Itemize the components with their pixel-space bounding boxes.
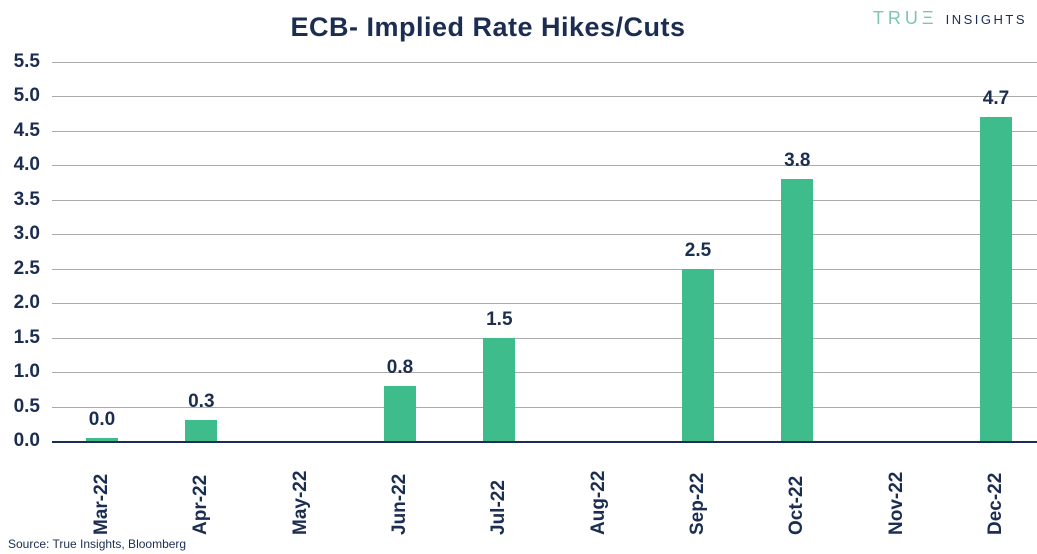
y-axis-tick-label: 4.0	[13, 154, 40, 176]
gridline	[52, 130, 1037, 132]
y-axis-tick-label: 1.0	[13, 361, 40, 383]
gridline	[52, 372, 1037, 374]
bar-value-label: 4.7	[982, 88, 1010, 110]
y-axis-tick-label: 3.0	[13, 223, 40, 245]
x-axis-tick-label: Mar-22	[91, 473, 112, 535]
bar-value-label: 0.3	[188, 391, 215, 413]
x-axis-tick-label: Jul-22	[488, 480, 510, 535]
gridline	[52, 268, 1037, 270]
bar-value-label: 0.8	[386, 356, 414, 378]
plot-area	[52, 62, 1037, 443]
gridline	[52, 199, 1037, 201]
x-axis-tick-label: May-22	[289, 470, 311, 535]
gridline	[52, 406, 1037, 408]
gridline	[52, 165, 1037, 167]
logo-brand-icon: TRUΞ	[872, 8, 938, 28]
bar-value-label: 1.5	[486, 308, 513, 330]
x-axis-tick-label: Nov-22	[885, 471, 907, 535]
bar-value-label: 0.0	[88, 409, 116, 430]
chart-title: ECB- Implied Rate Hikes/Cuts	[290, 12, 686, 42]
y-axis-tick-label: 1.5	[13, 326, 40, 348]
gridline	[52, 234, 1037, 236]
y-axis-tick-label: 4.5	[13, 119, 40, 141]
x-axis-tick-label: Apr-22	[190, 474, 212, 535]
gridline	[52, 62, 1037, 63]
bar-value-label: 3.8	[784, 150, 811, 172]
true-insights-logo: TRUΞ INSIGHTS	[873, 8, 1027, 29]
bar	[681, 268, 714, 441]
gridline	[52, 303, 1037, 305]
bar	[979, 117, 1012, 441]
x-axis-tick-label: Dec-22	[984, 472, 1006, 535]
source-note: Source: True Insights, Bloomberg	[8, 537, 187, 551]
y-axis-tick-label: 0.5	[13, 395, 40, 417]
y-axis-tick-label: 5.5	[13, 51, 40, 72]
bar	[185, 420, 218, 441]
bar	[781, 179, 814, 441]
x-axis-tick-label: Sep-22	[686, 472, 708, 535]
y-axis-tick-label: 0.0	[13, 430, 40, 451]
gridline	[52, 337, 1037, 339]
y-axis-tick-label: 2.0	[13, 292, 40, 314]
logo-suffix-text: INSIGHTS	[945, 12, 1027, 27]
y-axis-tick-label: 5.0	[13, 85, 40, 107]
y-axis-tick-label: 2.5	[13, 257, 40, 279]
bar	[86, 438, 118, 441]
gridline	[52, 96, 1037, 98]
y-axis-tick-label: 3.5	[13, 188, 40, 210]
bar	[383, 385, 416, 441]
bar	[483, 337, 516, 441]
x-axis-tick-label: Oct-22	[786, 475, 808, 535]
x-axis-tick-label: Aug-22	[587, 470, 609, 535]
x-axis-tick-label: Jun-22	[388, 473, 410, 535]
bar-value-label: 2.5	[684, 239, 712, 261]
